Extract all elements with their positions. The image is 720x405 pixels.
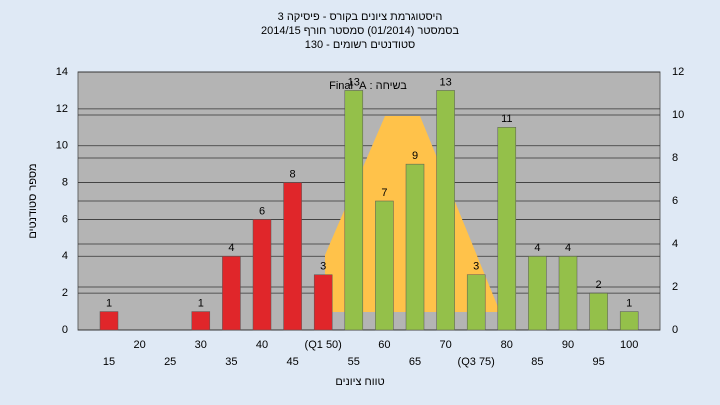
x-tick-label: 80 bbox=[501, 339, 513, 351]
bar bbox=[283, 182, 302, 331]
y-tick-label: 8 bbox=[62, 176, 68, 188]
bar bbox=[466, 274, 486, 331]
value-label: 1 bbox=[626, 297, 632, 309]
value-label: 4 bbox=[565, 242, 571, 254]
value-label: 4 bbox=[534, 242, 540, 254]
value-label: 6 bbox=[259, 205, 265, 217]
bar bbox=[619, 311, 639, 331]
value-label: 4 bbox=[228, 242, 234, 254]
x-tick-label: 15 bbox=[103, 356, 115, 368]
bar bbox=[436, 90, 455, 331]
annotation: בשיחה : Final_A bbox=[329, 80, 407, 92]
x-tick-label: 60 bbox=[378, 339, 390, 351]
value-label: 11 bbox=[501, 113, 512, 125]
value-label: 7 bbox=[381, 187, 387, 199]
x-tick-label: 20 bbox=[133, 339, 145, 351]
y2-tick-label: 0 bbox=[672, 324, 678, 336]
x-axis-label: טווח ציונים bbox=[335, 376, 384, 388]
x-tick-label: 65 bbox=[409, 356, 421, 368]
bar bbox=[375, 200, 394, 331]
bar bbox=[222, 256, 241, 331]
y2-tick-label: 6 bbox=[672, 195, 678, 207]
x-tick-label: 85 bbox=[531, 356, 543, 368]
x-tick-label: 25 bbox=[164, 356, 176, 368]
value-label: 13 bbox=[439, 76, 451, 88]
y-tick-label: 4 bbox=[62, 250, 68, 262]
value-label: 13 bbox=[348, 76, 360, 88]
x-tick-label: (Q3 75) bbox=[458, 356, 495, 368]
y2-tick-label: 2 bbox=[672, 281, 678, 293]
value-label: 1 bbox=[106, 297, 112, 309]
bar bbox=[191, 311, 211, 331]
value-label: 8 bbox=[290, 168, 296, 180]
bar bbox=[405, 163, 425, 331]
value-label: 3 bbox=[473, 261, 479, 273]
chart-subtitle: בסמסטר (01/2014) סמסטר חורף 2014/15 bbox=[261, 25, 459, 37]
x-tick-label: 55 bbox=[348, 356, 360, 368]
y2-tick-label: 4 bbox=[672, 238, 678, 250]
x-tick-label: 30 bbox=[195, 339, 207, 351]
bar bbox=[558, 256, 578, 331]
x-tick-label: 100 bbox=[620, 339, 638, 351]
y-tick-label: 6 bbox=[62, 213, 68, 225]
y2-tick-label: 8 bbox=[672, 152, 678, 164]
y-axis-label: מספר סטודנטים bbox=[27, 163, 39, 238]
x-tick-label: 35 bbox=[225, 356, 237, 368]
chart-title: היסטוגרמת ציונים בקורס - פיסיקה 3 bbox=[278, 11, 443, 23]
value-label: 9 bbox=[412, 150, 418, 162]
y-tick-label: 12 bbox=[56, 103, 68, 115]
y2-tick-label: 10 bbox=[672, 109, 684, 121]
bar bbox=[313, 274, 333, 331]
x-tick-label: 95 bbox=[592, 356, 604, 368]
x-tick-label: 40 bbox=[256, 339, 268, 351]
value-label: 1 bbox=[198, 297, 204, 309]
y-tick-label: 14 bbox=[56, 66, 68, 78]
y-tick-label: 0 bbox=[62, 324, 68, 336]
x-tick-label: (Q1 50) bbox=[305, 339, 342, 351]
bar bbox=[344, 90, 364, 331]
y-tick-label: 10 bbox=[56, 140, 68, 152]
y-tick-label: 2 bbox=[62, 287, 68, 299]
x-tick-label: 70 bbox=[439, 339, 451, 351]
x-tick-label: 45 bbox=[286, 356, 298, 368]
bar bbox=[589, 292, 608, 331]
bar bbox=[252, 219, 272, 331]
bar bbox=[497, 127, 517, 331]
bar bbox=[528, 256, 547, 331]
x-tick-label: 90 bbox=[562, 339, 574, 351]
bar bbox=[99, 311, 119, 331]
value-label: 2 bbox=[596, 279, 602, 291]
value-label: 3 bbox=[320, 261, 326, 273]
chart-subtitle: סטודנטים רשומים - 130 bbox=[305, 39, 416, 51]
y2-tick-label: 12 bbox=[672, 66, 684, 78]
